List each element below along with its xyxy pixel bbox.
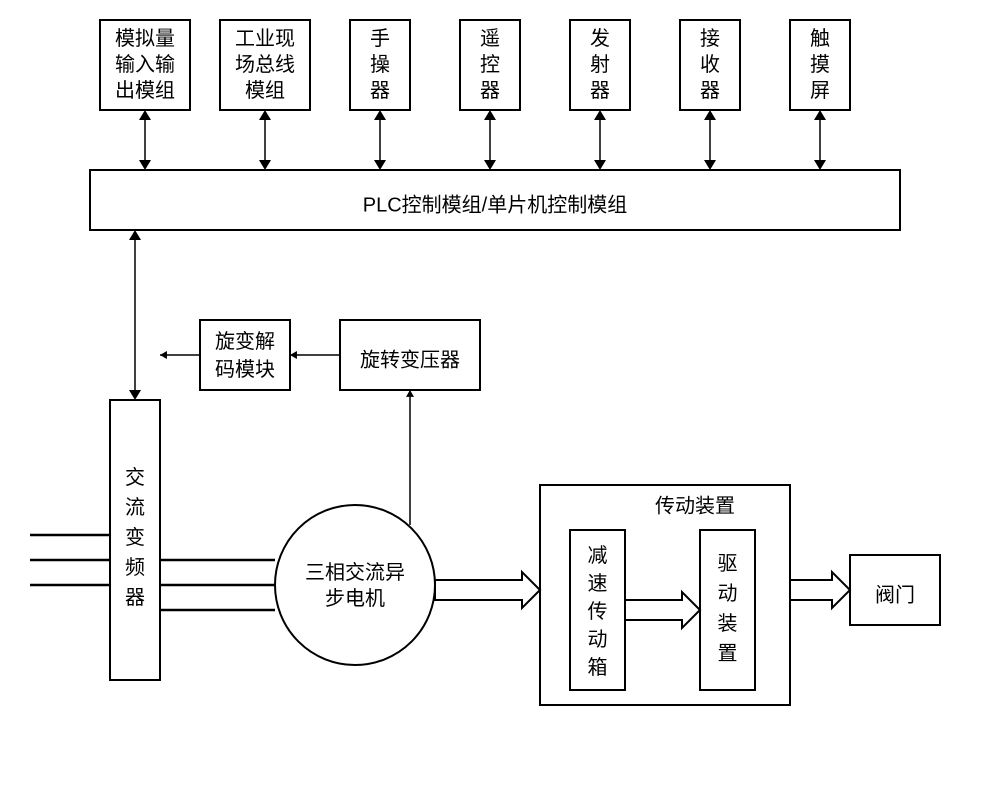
top5-label-line2: 器 [590, 80, 610, 102]
top6-label-line1: 收 [700, 53, 720, 76]
top3-label-line0: 手 [370, 27, 390, 50]
vfd-label-line1: 流 [125, 496, 145, 519]
top1-label-line0: 模拟量 [115, 27, 175, 50]
top6-label-line0: 接 [700, 27, 720, 50]
decode-label-line0: 旋变解 [215, 330, 275, 353]
top4-label-line0: 遥 [480, 27, 500, 50]
gearbox-label-line1: 速 [588, 572, 608, 595]
vfd-label-line3: 频 [125, 556, 145, 579]
top7-label-line1: 摸 [810, 53, 830, 76]
resolver-label: 旋转变压器 [360, 348, 460, 371]
vfd-label-line2: 变 [125, 526, 145, 549]
top2-label-line1: 场总线 [235, 53, 295, 76]
top1-label-line1: 输入输 [115, 53, 175, 76]
vfd-label-line0: 交 [125, 466, 145, 489]
top1-label-line2: 出模组 [115, 79, 175, 102]
diagram-canvas: 模拟量输入输出模组工业现场总线模组手操器遥控器发射器接收器触摸屏PLC控制模组/… [0, 0, 1000, 812]
valve-label: 阀门 [875, 583, 915, 606]
driver-label-line2: 装 [718, 612, 738, 635]
top3-label-line2: 器 [370, 80, 390, 102]
top4-label-line1: 控 [480, 53, 500, 76]
driver-label-line3: 置 [718, 643, 738, 665]
motor-label-line0: 三相交流异 [305, 561, 405, 584]
plc-label: PLC控制模组/单片机控制模组 [363, 193, 627, 216]
vfd-label-line4: 器 [125, 587, 145, 609]
gearbox-label-line2: 传 [588, 600, 608, 623]
top4-label-line2: 器 [480, 80, 500, 102]
gearbox-label-line0: 减 [588, 544, 608, 567]
top5-label-line0: 发 [590, 27, 610, 50]
decode-label-line1: 码模块 [215, 358, 275, 381]
gearbox-label-line4: 箱 [588, 656, 608, 679]
driver-label-line1: 动 [718, 582, 738, 605]
top7-label-line2: 屏 [810, 80, 830, 102]
motor [275, 505, 435, 665]
transmission-label: 传动装置 [655, 494, 735, 517]
top7-label-line0: 触 [810, 27, 830, 50]
driver-label-line0: 驱 [718, 552, 738, 575]
top2-label-line2: 模组 [245, 79, 285, 102]
top3-label-line1: 操 [370, 53, 390, 76]
gearbox-label-line3: 动 [588, 628, 608, 651]
motor-label-line1: 步电机 [325, 587, 385, 610]
top5-label-line1: 射 [590, 53, 610, 76]
top2-label-line0: 工业现 [235, 27, 295, 50]
top6-label-line2: 器 [700, 80, 720, 102]
